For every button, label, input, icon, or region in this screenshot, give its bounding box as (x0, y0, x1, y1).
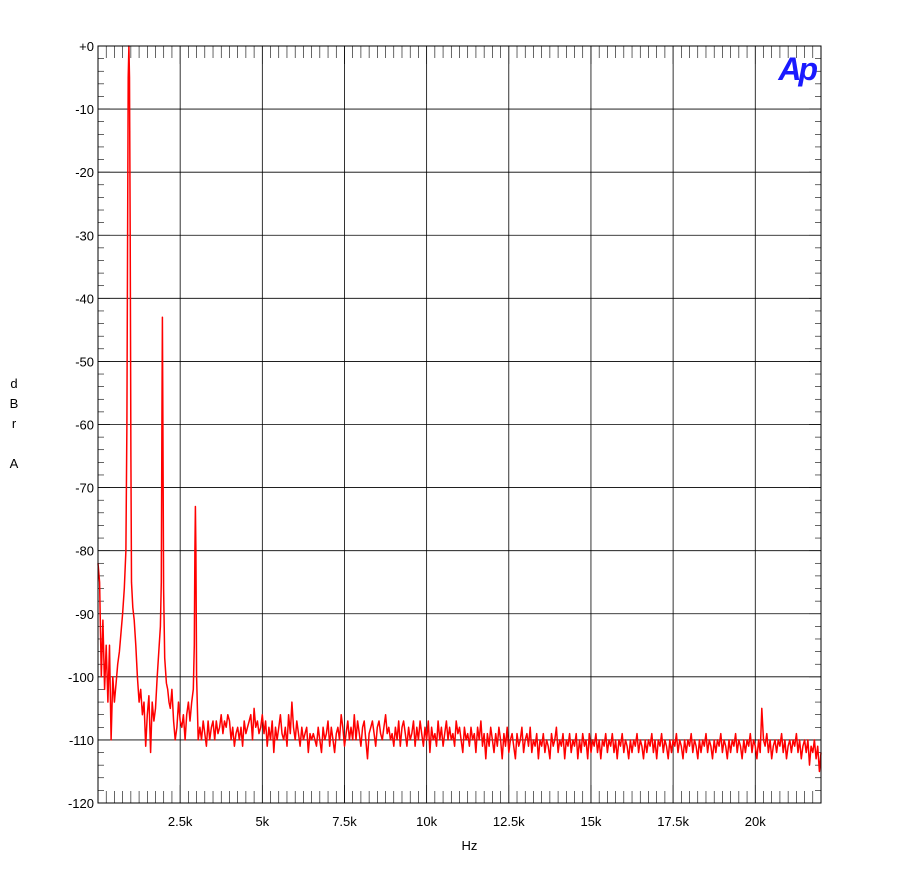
series-layer (97, 45, 822, 773)
y-tick-label: -30 (75, 228, 94, 243)
spectrum-series-line (97, 45, 822, 773)
y-axis-title-char: d (10, 376, 17, 391)
x-axis-title: Hz (462, 838, 478, 853)
x-tick-label: 20k (745, 814, 766, 829)
y-tick-label: -110 (69, 733, 94, 748)
y-tick-label: -90 (75, 607, 94, 622)
x-tick-label: 12.5k (493, 814, 525, 829)
y-tick-labels: +0 -10 -20 -30 -40 -50 -60 -70 -80 -90 -100 -110 -12… (68, 39, 94, 811)
y-tick-label: -50 (75, 354, 94, 369)
x-tick-label: 10k (416, 814, 437, 829)
x-tick-labels: 2.5k 5k 7.5k 10k 12.5k 15k 17.5k 20k (168, 814, 766, 829)
y-tick-label: -20 (75, 165, 94, 180)
x-tick-label: 2.5k (168, 814, 193, 829)
x-tick-label: 17.5k (657, 814, 689, 829)
y-tick-label: -100 (68, 670, 94, 685)
x-tick-label: 5k (255, 814, 269, 829)
y-tick-label: -80 (75, 544, 94, 559)
ap-logo: Ap (777, 51, 817, 87)
y-axis-title-char: B (10, 396, 19, 411)
grid (98, 45, 821, 804)
plot-frame (97, 45, 822, 804)
y-tick-label: -40 (75, 291, 94, 306)
y-tick-label: -70 (75, 481, 94, 496)
y-tick-label: -60 (75, 418, 94, 433)
y-tick-label: -10 (75, 102, 94, 117)
x-tick-label: 15k (580, 814, 601, 829)
x-tick-label: 7.5k (332, 814, 357, 829)
y-axis-title-char: A (10, 456, 19, 471)
y-tick-label: +0 (79, 39, 94, 54)
y-axis-title-char: r (12, 416, 17, 431)
y-tick-label: -120 (68, 796, 94, 811)
y-axis-title: dBr A (10, 376, 19, 471)
